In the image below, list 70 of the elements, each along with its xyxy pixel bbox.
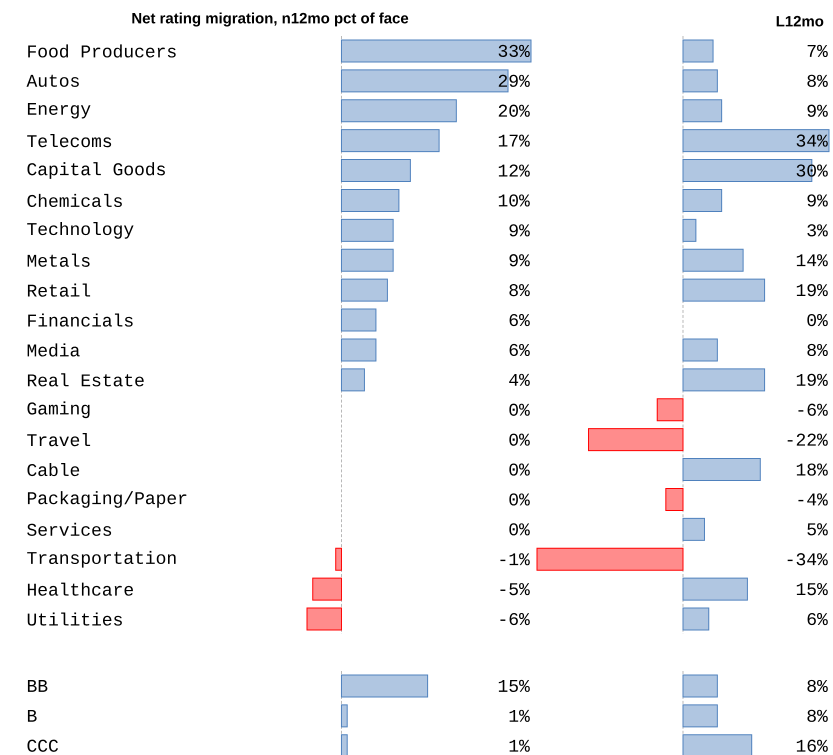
y-tick-label: CCC <box>28 740 58 752</box>
y-tick-label: Financials <box>28 313 133 327</box>
data-label: 15% <box>796 583 828 596</box>
data-label: 8% <box>807 344 828 356</box>
data-label: 8% <box>807 74 828 87</box>
data-label: -6% <box>798 404 828 416</box>
y-tick-label: Cable <box>28 462 80 476</box>
y-tick-label: Capital Goods <box>28 162 165 179</box>
y-tick-label: B <box>28 710 37 722</box>
data-label: 10% <box>498 194 530 207</box>
data-label: 9% <box>808 194 828 207</box>
data-label: 6% <box>808 612 828 626</box>
data-label: 1% <box>510 740 530 752</box>
data-label: 30% <box>796 164 828 177</box>
y-tick-label: Packaging/Paper <box>28 491 186 508</box>
y-tick-label: Services <box>27 522 112 536</box>
y-tick-label: Gaming <box>28 401 90 418</box>
data-label: -1% <box>500 553 530 566</box>
data-label: -4% <box>798 493 828 506</box>
chart-title: L12mo <box>776 16 824 26</box>
data-label: 9% <box>510 254 530 266</box>
data-label: 6% <box>510 314 530 326</box>
y-tick-label: BB <box>28 680 48 692</box>
data-label: 0% <box>509 434 530 446</box>
data-label: 14% <box>796 254 828 266</box>
chart-title: Net rating migration, n12mo pct of face <box>132 12 408 27</box>
data-label: 8% <box>509 284 530 296</box>
data-label: 0% <box>509 493 530 506</box>
data-label: 9% <box>808 104 828 117</box>
data-label: 4% <box>509 374 530 386</box>
data-label: -22% <box>788 434 828 446</box>
data-label: 15% <box>498 680 530 692</box>
y-tick-label: Technology <box>27 222 134 239</box>
y-tick-label: Transportation <box>27 550 176 568</box>
y-tick-label: Utilities <box>28 612 122 626</box>
data-label: 6% <box>510 344 530 356</box>
y-tick-label: Healthcare <box>28 582 133 596</box>
data-label: 0% <box>807 314 828 326</box>
y-tick-label: Real Estate <box>28 373 144 386</box>
data-label: 5% <box>807 523 828 536</box>
y-tick-label: Telecoms <box>27 134 112 148</box>
data-label: 34% <box>796 134 828 147</box>
y-tick-label: Retail <box>28 284 90 297</box>
data-label: 0% <box>509 523 530 536</box>
data-label: 0% <box>509 404 530 416</box>
data-label: 1% <box>510 710 530 722</box>
data-label: 19% <box>796 284 828 296</box>
data-label: 33% <box>498 44 530 58</box>
data-label: 12% <box>498 164 530 177</box>
data-label: 18% <box>796 463 828 476</box>
data-label: 0% <box>509 463 530 476</box>
data-label: 7% <box>808 44 828 57</box>
data-label: 3% <box>807 224 828 236</box>
data-label: 16% <box>796 740 828 752</box>
y-tick-label: Energy <box>28 102 90 119</box>
data-label: -6% <box>500 612 530 626</box>
y-tick-label: Chemicals <box>28 194 122 208</box>
data-label: -34% <box>788 553 828 566</box>
y-tick-label: Food Producers <box>28 44 176 58</box>
y-tick-label: Travel <box>27 433 90 446</box>
data-label: 19% <box>796 374 828 386</box>
data-label: 8% <box>807 710 828 722</box>
y-tick-label: Metals <box>28 254 90 267</box>
data-label: 17% <box>498 134 530 147</box>
data-label: 8% <box>807 680 828 692</box>
data-label: -5% <box>500 583 530 596</box>
y-tick-label: Autos <box>26 74 79 87</box>
data-label: 20% <box>498 104 530 117</box>
y-tick-label: Media <box>28 343 80 357</box>
data-label: 9% <box>510 224 530 236</box>
